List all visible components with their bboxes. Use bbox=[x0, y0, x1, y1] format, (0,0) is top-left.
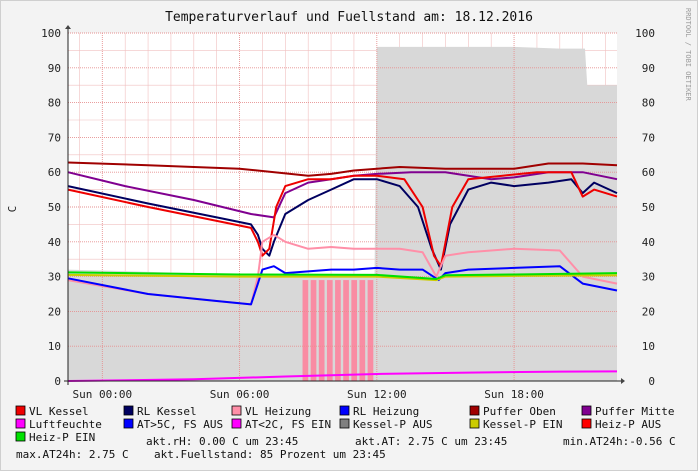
legend-label: RL Heizung bbox=[353, 405, 419, 418]
right-y-tick-label: 0 bbox=[648, 375, 655, 388]
y-tick-label: 20 bbox=[48, 305, 61, 318]
y-tick-label: 90 bbox=[48, 62, 61, 75]
stat-text: min.AT24h:-0.56 C bbox=[563, 435, 676, 448]
legend-label: RL Kessel bbox=[137, 405, 197, 418]
legend-label: Kessel-P EIN bbox=[483, 418, 562, 431]
right-y-tick-label: 70 bbox=[642, 131, 655, 144]
legend-swatch bbox=[123, 405, 134, 416]
plot-area: 0 10 20 30 40 50 60 70 80 90 100 0 10 20 30 40 50 60 70 80 9… bbox=[41, 25, 655, 401]
y-tick-label: 30 bbox=[48, 271, 61, 284]
right-y-tick-label: 20 bbox=[642, 305, 655, 318]
kessel-pulse-bar bbox=[359, 280, 366, 381]
right-y-tick-label: 40 bbox=[642, 236, 655, 249]
legend-label: AT>5C, FS AUS bbox=[137, 418, 223, 431]
y-tick-label: 70 bbox=[48, 131, 61, 144]
y-tick-label: 50 bbox=[48, 201, 61, 214]
kessel-pulse-bar bbox=[318, 280, 325, 381]
legend-swatch bbox=[581, 418, 592, 429]
y-axis-label: C bbox=[6, 206, 19, 213]
right-y-tick-label: 60 bbox=[642, 166, 655, 179]
legend-swatch bbox=[339, 405, 350, 416]
legend-label: Heiz-P AUS bbox=[595, 418, 661, 431]
series-lines bbox=[67, 161, 618, 382]
legend-swatch bbox=[581, 405, 592, 416]
stat-text: akt.rH: 0.00 C um 23:45 bbox=[146, 435, 298, 448]
x-tick-label: Sun 06:00 bbox=[210, 388, 270, 401]
legend: VL Kessel RL Kessel VL Heizung RL Heizung Pu… bbox=[15, 405, 674, 444]
kessel-pulse-bar bbox=[351, 280, 358, 381]
y-tick-label: 40 bbox=[48, 236, 61, 249]
legend-label: Kessel-P AUS bbox=[353, 418, 432, 431]
kessel-pulse-bar bbox=[326, 280, 333, 381]
series-luftfeuchte bbox=[67, 370, 618, 382]
kessel-pulse-bar bbox=[343, 280, 349, 381]
y-tick-label: 0 bbox=[54, 375, 61, 388]
series-heiz-p-ein bbox=[67, 271, 618, 280]
series-rl-kessel bbox=[67, 178, 618, 271]
right-y-tick-label: 100 bbox=[635, 27, 655, 40]
y-tick-label: 10 bbox=[48, 340, 61, 353]
kessel-pulses bbox=[302, 280, 374, 381]
series-puffer-oben bbox=[67, 161, 618, 177]
legend-label: Luftfeuchte bbox=[29, 418, 102, 431]
stat-text: akt.AT: 2.75 C um 23:45 bbox=[355, 435, 507, 448]
fuellstand-area bbox=[68, 46, 617, 382]
series-vl-kessel bbox=[67, 171, 618, 268]
chart-title: Temperaturverlauf und Fuellstand am: 18.… bbox=[165, 10, 533, 25]
legend-swatch bbox=[231, 418, 242, 429]
kessel-pulse-bar bbox=[335, 280, 341, 381]
legend-swatch bbox=[339, 418, 350, 429]
right-y-tick-label: 80 bbox=[642, 97, 655, 110]
kessel-pulse-bar bbox=[310, 280, 317, 381]
right-y-tick-label: 50 bbox=[642, 201, 655, 214]
series-rl-heizung bbox=[67, 265, 618, 306]
y-axis-arrow-icon bbox=[65, 25, 71, 29]
legend-label: Puffer Oben bbox=[483, 405, 556, 418]
series-kessel-p-ein bbox=[67, 273, 618, 282]
tick-labels: 0 10 20 30 40 50 60 70 80 90 100 0 10 20 30 40 50 60 70 80 9… bbox=[41, 27, 655, 401]
legend-label: Heiz-P EIN bbox=[29, 431, 95, 444]
legend-swatch bbox=[469, 405, 480, 416]
legend-swatch bbox=[469, 418, 480, 429]
rrdtool-credit: RRDTOOL / TOBI OETIKER bbox=[684, 8, 692, 102]
right-y-tick-label: 90 bbox=[642, 62, 655, 75]
x-tick-label: Sun 12:00 bbox=[347, 388, 407, 401]
stat-text: akt.Fuellstand: 85 Prozent um 23:45 bbox=[154, 448, 386, 461]
x-tick-label: Sun 18:00 bbox=[484, 388, 544, 401]
legend-swatch bbox=[15, 431, 26, 442]
kessel-pulse-bar bbox=[367, 280, 374, 381]
stat-text: max.AT24h: 2.75 C bbox=[16, 448, 129, 461]
x-tick-label: Sun 00:00 bbox=[73, 388, 133, 401]
stats: akt.rH: 0.00 C um 23:45 akt.AT: 2.75 C um… bbox=[16, 435, 676, 461]
legend-swatch bbox=[15, 405, 26, 416]
x-axis-arrow-icon bbox=[621, 378, 625, 384]
legend-swatch bbox=[15, 418, 26, 429]
right-y-tick-label: 30 bbox=[642, 271, 655, 284]
right-y-tick-label: 10 bbox=[642, 340, 655, 353]
legend-swatch bbox=[123, 418, 134, 429]
y-tick-label: 80 bbox=[48, 97, 61, 110]
y-tick-label: 60 bbox=[48, 166, 61, 179]
legend-label: VL Kessel bbox=[29, 405, 89, 418]
legend-swatch bbox=[231, 405, 242, 416]
legend-label: VL Heizung bbox=[245, 405, 311, 418]
y-tick-label: 100 bbox=[41, 27, 61, 40]
legend-label: Puffer Mitte bbox=[595, 405, 674, 418]
kessel-pulse-bar bbox=[302, 280, 309, 381]
legend-label: AT<2C, FS EIN bbox=[245, 418, 331, 431]
